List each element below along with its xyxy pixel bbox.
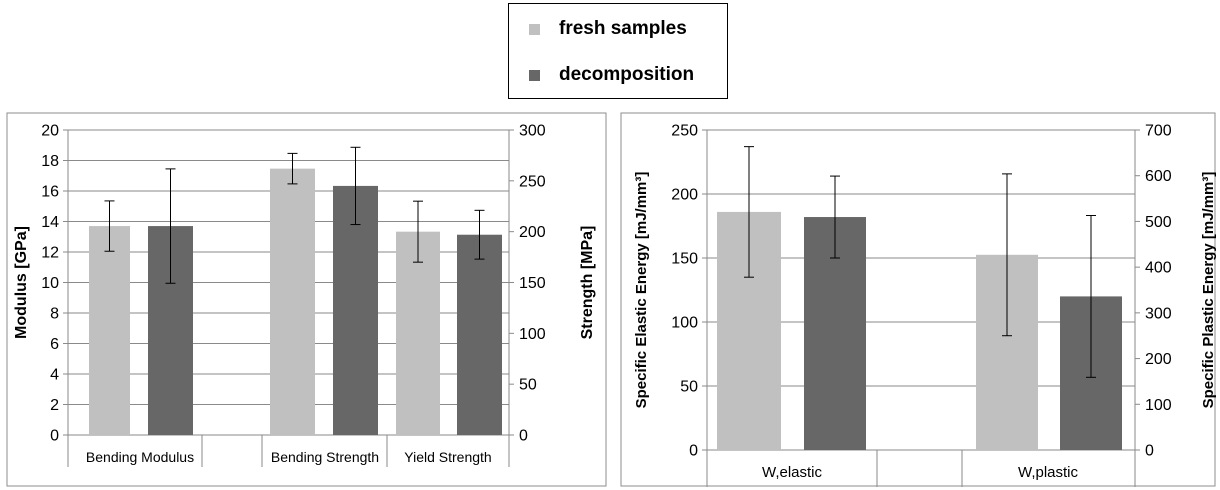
y-right-tick-label: 0 — [519, 428, 528, 445]
right-chart-frame — [620, 112, 1216, 487]
x-category-label: W,plastic — [1018, 464, 1079, 481]
y-tick-label: 250 — [671, 123, 698, 140]
bar-fresh-samples-bending-modulus — [89, 226, 130, 435]
y-right-tick-label: 600 — [1145, 168, 1172, 185]
y-tick-label: 16 — [41, 184, 59, 201]
legend-swatch-fresh-samples — [529, 23, 540, 35]
y-axis-title-right: Strength [MPa] — [579, 226, 596, 340]
bar-fresh-samples-yield-strength — [396, 231, 440, 435]
y-right-tick-label: 700 — [1145, 123, 1172, 140]
x-category-label: W,elastic — [762, 464, 823, 481]
y-tick-label: 2 — [50, 397, 59, 414]
y-axis-title-left: Modulus [GPa] — [13, 226, 30, 339]
y-right-tick-label: 100 — [1145, 397, 1172, 414]
legend-item-fresh-samples: fresh samples — [529, 18, 687, 40]
y-right-tick-label: 200 — [519, 224, 546, 241]
y-right-tick-label: 150 — [519, 275, 546, 292]
legend-item-decomposition: decomposition — [529, 64, 694, 86]
y-tick-label: 50 — [680, 379, 698, 396]
y-tick-label: 6 — [50, 336, 59, 353]
y-right-tick-label: 50 — [519, 377, 537, 394]
y-right-tick-label: 400 — [1145, 260, 1172, 277]
right-chart: 0 50 100 150 200 250 0 100 200 300 400 500 600 700 W,e… — [633, 123, 1217, 487]
y-axis-title-right: Specific Plastic Energy [mJ/mm³] — [1200, 172, 1217, 409]
y-tick-label: 10 — [41, 275, 59, 292]
y-right-tick-label: 300 — [1145, 305, 1172, 322]
y-right-tick-label: 200 — [1145, 351, 1172, 368]
legend-label-decomposition: decomposition — [559, 64, 695, 85]
y-tick-label: 14 — [41, 214, 59, 231]
bar-decomposition-bending-strength — [333, 185, 378, 435]
y-right-tick-label: 300 — [519, 123, 546, 140]
y-tick-label: 200 — [671, 187, 698, 204]
y-tick-label: 12 — [41, 245, 59, 262]
legend: fresh samples decomposition — [508, 3, 728, 99]
y-tick-label: 18 — [41, 153, 59, 170]
y-axis-title-left: Specific Elastic Energy [mJ/mm³] — [633, 172, 650, 409]
x-category-label: Bending Modulus — [86, 449, 194, 465]
y-right-tick-label: 250 — [519, 173, 546, 190]
y-tick-label: 8 — [50, 306, 59, 323]
left-chart: 02468101214161820050100150200250300Bendi… — [13, 123, 596, 467]
y-right-tick-label: 0 — [1145, 443, 1154, 460]
y-tick-label: 150 — [671, 251, 698, 268]
legend-label-fresh-samples: fresh samples — [559, 18, 687, 39]
y-tick-label: 0 — [689, 443, 698, 460]
y-right-tick-label: 500 — [1145, 214, 1172, 231]
legend-swatch-decomposition — [529, 69, 540, 81]
bar-decomposition-yield-strength — [457, 234, 502, 435]
bar-fresh-samples-bending-strength — [270, 168, 315, 435]
x-category-label: Yield Strength — [404, 449, 491, 465]
y-right-tick-label: 100 — [519, 326, 546, 343]
x-category-label: Bending Strength — [271, 449, 379, 465]
y-tick-label: 20 — [41, 123, 59, 140]
y-tick-label: 0 — [50, 428, 59, 445]
y-tick-label: 4 — [50, 367, 59, 384]
y-tick-label: 100 — [671, 315, 698, 332]
